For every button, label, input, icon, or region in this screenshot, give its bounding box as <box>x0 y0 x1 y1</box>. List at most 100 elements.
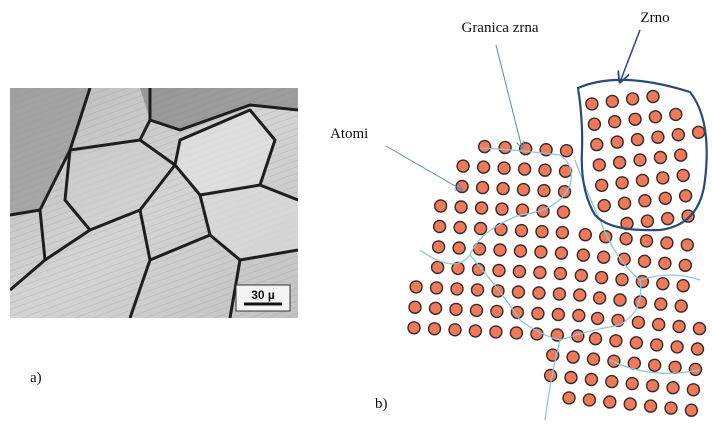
micrograph: 30 µ <box>10 88 298 318</box>
atom <box>517 162 532 176</box>
atom <box>584 372 599 387</box>
atom <box>497 161 511 175</box>
atom <box>474 201 489 215</box>
atom <box>511 285 526 299</box>
atom <box>559 143 574 158</box>
atom <box>430 260 445 275</box>
atom <box>453 220 467 235</box>
atom <box>680 238 694 252</box>
atom <box>672 319 686 334</box>
atom <box>429 281 444 295</box>
atom <box>671 127 685 142</box>
atom <box>576 248 590 262</box>
atom <box>552 287 567 301</box>
atom-lattice <box>407 89 707 417</box>
atom <box>554 246 569 260</box>
atom <box>455 179 469 194</box>
atom <box>653 150 668 165</box>
atom <box>595 178 609 193</box>
atom <box>608 114 622 129</box>
atom <box>471 262 486 277</box>
atom <box>645 379 660 393</box>
atom <box>654 297 668 311</box>
atom <box>509 326 524 340</box>
atom <box>469 303 484 318</box>
boundary-arrow <box>495 44 522 148</box>
atom <box>492 263 506 278</box>
atom <box>623 397 637 411</box>
atom <box>639 234 654 248</box>
atom <box>635 173 650 188</box>
atom <box>452 241 466 255</box>
atom <box>615 176 629 190</box>
atom <box>572 308 586 323</box>
atom <box>640 214 655 228</box>
atom <box>674 299 688 313</box>
atom <box>590 137 604 152</box>
atom <box>428 301 443 315</box>
atom <box>658 256 672 270</box>
atom <box>533 265 547 280</box>
boundary-label: Granica zrna <box>461 20 538 36</box>
atom <box>516 182 531 197</box>
grain-outline <box>576 78 708 232</box>
atom <box>630 132 645 147</box>
atom <box>609 334 623 348</box>
atom <box>661 211 675 226</box>
atom <box>684 403 699 417</box>
atom <box>625 92 640 106</box>
atom <box>433 199 448 213</box>
atom <box>686 383 701 397</box>
atom <box>625 376 639 391</box>
atom <box>530 327 544 341</box>
atom <box>551 307 565 322</box>
atom <box>681 209 695 223</box>
atom <box>470 283 485 297</box>
atom <box>611 313 625 328</box>
atom <box>538 163 552 177</box>
atom <box>408 300 422 314</box>
atom <box>451 261 465 276</box>
atom <box>449 302 463 317</box>
atom <box>605 374 619 389</box>
atom <box>678 189 693 203</box>
atom <box>674 148 688 162</box>
atom <box>648 358 662 372</box>
atom <box>617 252 631 266</box>
atom <box>613 293 627 307</box>
atom <box>532 286 546 300</box>
scale-bar-label: 30 µ <box>251 288 275 302</box>
atom <box>537 183 551 198</box>
atom <box>573 288 587 302</box>
atom <box>585 97 599 111</box>
atom <box>692 321 707 336</box>
atom <box>605 94 619 109</box>
atom <box>610 135 624 149</box>
atom <box>498 140 512 155</box>
atom <box>615 272 629 287</box>
atom <box>476 160 491 174</box>
atom <box>669 107 683 122</box>
atom <box>493 243 507 257</box>
atom <box>666 381 680 395</box>
atom <box>676 168 690 183</box>
atom <box>648 110 663 124</box>
atom <box>534 245 548 259</box>
atom <box>588 332 603 346</box>
atom <box>475 180 490 195</box>
atom <box>578 227 592 242</box>
atom <box>594 270 609 285</box>
atom <box>512 264 527 279</box>
grain-boundaries <box>419 147 701 421</box>
atom <box>688 362 703 377</box>
atom <box>643 399 658 413</box>
atom <box>514 223 529 238</box>
atom <box>543 368 558 383</box>
atom <box>531 306 545 321</box>
grain-arrow <box>620 29 641 82</box>
atom <box>658 191 672 206</box>
atom <box>432 219 447 234</box>
atom <box>676 279 690 293</box>
atoms-label: Atomi <box>330 126 368 142</box>
